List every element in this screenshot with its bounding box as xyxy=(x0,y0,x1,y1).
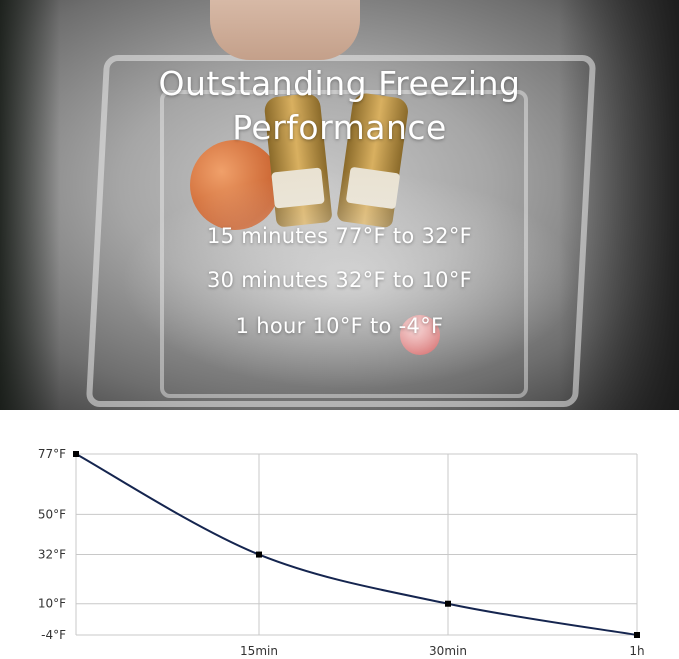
hero-title-line2: Performance xyxy=(232,108,447,147)
hand xyxy=(210,0,360,60)
data-point xyxy=(73,451,79,457)
hero-title: Outstanding Freezing Performance xyxy=(0,62,679,150)
cold-fog xyxy=(120,170,580,390)
x-tick-label: 1h xyxy=(629,644,644,658)
x-tick-label: 30min xyxy=(429,644,467,658)
hero-photo: Outstanding Freezing Performance 15 minu… xyxy=(0,0,679,410)
y-tick-label: -4°F xyxy=(41,628,66,642)
left-shadow xyxy=(0,0,60,410)
data-point xyxy=(634,632,640,638)
hero-line-1h: 1 hour 10°F to -4°F xyxy=(235,314,444,338)
y-tick-label: 32°F xyxy=(38,548,66,562)
data-point xyxy=(256,551,262,558)
temperature-chart: 77°F 50°F 32°F 10°F -4°F 15min 30min 1h xyxy=(38,447,645,658)
data-point xyxy=(445,600,451,607)
hero-line-15min: 15 minutes 77°F to 32°F xyxy=(206,224,472,248)
hero-line-30min: 30 minutes 32°F to 10°F xyxy=(206,268,472,292)
series-line xyxy=(75,453,638,636)
x-tick-label: 15min xyxy=(240,644,278,658)
hero-title-line1: Outstanding Freezing xyxy=(158,64,521,103)
y-tick-label: 77°F xyxy=(38,447,66,461)
y-tick-label: 50°F xyxy=(38,507,66,521)
y-tick-label: 10°F xyxy=(38,597,66,611)
